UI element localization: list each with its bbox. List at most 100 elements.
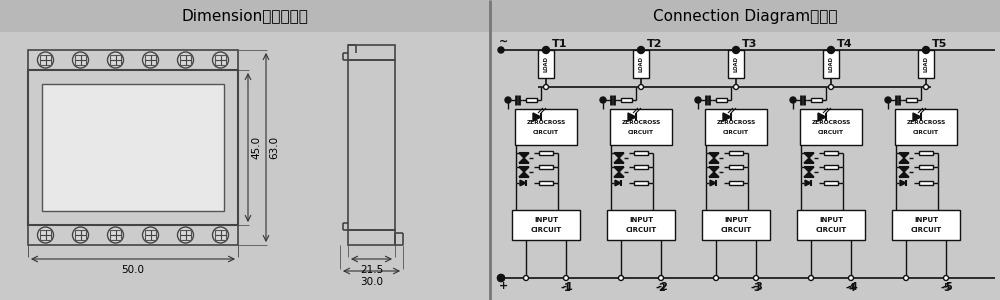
- Polygon shape: [519, 158, 529, 163]
- Text: LOAD: LOAD: [639, 56, 644, 72]
- Bar: [824, 151, 838, 155]
- Bar: [348, 45, 395, 60]
- Text: +: +: [499, 281, 508, 291]
- Text: ZEROCROSS: ZEROCROSS: [526, 120, 566, 125]
- Text: -2: -2: [656, 283, 666, 293]
- Circle shape: [212, 227, 228, 243]
- Bar: [28, 225, 238, 245]
- Bar: [515, 109, 577, 145]
- Polygon shape: [899, 172, 909, 177]
- Text: -5: -5: [941, 283, 951, 293]
- Bar: [28, 50, 238, 70]
- Bar: [823, 50, 839, 78]
- Bar: [824, 181, 838, 185]
- Polygon shape: [614, 158, 624, 163]
- Polygon shape: [519, 172, 529, 177]
- Polygon shape: [519, 153, 529, 158]
- Text: -3: -3: [751, 283, 761, 293]
- Bar: [607, 210, 675, 240]
- Text: -5: -5: [943, 282, 953, 292]
- Circle shape: [38, 52, 54, 68]
- Text: 21.5: 21.5: [360, 265, 383, 275]
- Bar: [729, 165, 743, 169]
- Text: CIRCUIT: CIRCUIT: [723, 130, 749, 135]
- Circle shape: [828, 46, 834, 53]
- Polygon shape: [804, 153, 814, 158]
- Circle shape: [542, 46, 550, 53]
- Bar: [811, 98, 822, 102]
- Text: ZEROCROSS: ZEROCROSS: [621, 120, 661, 125]
- Circle shape: [828, 85, 834, 89]
- Circle shape: [143, 52, 158, 68]
- Circle shape: [638, 46, 644, 53]
- Polygon shape: [804, 172, 814, 177]
- Text: LOAD: LOAD: [734, 56, 738, 72]
- Circle shape: [732, 46, 740, 53]
- Bar: [42, 84, 224, 211]
- Bar: [348, 60, 395, 230]
- Polygon shape: [899, 153, 909, 158]
- Text: INPUT: INPUT: [914, 218, 938, 224]
- Bar: [110, 55, 121, 65]
- Bar: [145, 55, 156, 65]
- Text: T2: T2: [647, 39, 662, 49]
- Bar: [918, 50, 934, 78]
- Text: LOAD: LOAD: [924, 56, 928, 72]
- Bar: [539, 165, 553, 169]
- Bar: [705, 109, 767, 145]
- Circle shape: [178, 227, 194, 243]
- Polygon shape: [709, 153, 719, 158]
- Bar: [40, 230, 51, 240]
- Circle shape: [904, 275, 908, 281]
- Text: CIRCUIT: CIRCUIT: [533, 130, 559, 135]
- Bar: [634, 165, 648, 169]
- Circle shape: [944, 275, 948, 281]
- Circle shape: [885, 97, 891, 103]
- Circle shape: [564, 275, 568, 281]
- Circle shape: [178, 52, 194, 68]
- Polygon shape: [709, 172, 719, 177]
- Polygon shape: [710, 180, 716, 186]
- Text: CIRCUIT: CIRCUIT: [815, 227, 847, 233]
- Text: -1: -1: [561, 283, 571, 293]
- Bar: [215, 55, 226, 65]
- Bar: [919, 181, 933, 185]
- Bar: [215, 230, 226, 240]
- Polygon shape: [533, 113, 541, 121]
- Text: -3: -3: [753, 282, 763, 292]
- Text: CIRCUIT: CIRCUIT: [628, 130, 654, 135]
- Bar: [824, 165, 838, 169]
- Circle shape: [639, 85, 644, 89]
- Bar: [729, 181, 743, 185]
- Bar: [892, 210, 960, 240]
- Bar: [800, 109, 862, 145]
- Bar: [621, 98, 632, 102]
- Polygon shape: [818, 113, 826, 121]
- Text: CIRCUIT: CIRCUIT: [913, 130, 939, 135]
- Polygon shape: [614, 172, 624, 177]
- Polygon shape: [519, 167, 529, 172]
- Circle shape: [524, 275, 528, 281]
- Text: -4: -4: [846, 283, 856, 293]
- Text: INPUT: INPUT: [629, 218, 653, 224]
- Text: Dimension外型尺寸图: Dimension外型尺寸图: [182, 8, 308, 23]
- Text: CIRCUIT: CIRCUIT: [530, 227, 562, 233]
- Circle shape: [600, 97, 606, 103]
- Text: CIRCUIT: CIRCUIT: [720, 227, 752, 233]
- Text: T3: T3: [742, 39, 757, 49]
- Text: -1: -1: [563, 282, 573, 292]
- Polygon shape: [614, 167, 624, 172]
- Text: Connection Diagram接线图: Connection Diagram接线图: [653, 8, 837, 23]
- Polygon shape: [615, 180, 621, 186]
- Circle shape: [754, 275, 759, 281]
- Text: T1: T1: [552, 39, 568, 49]
- Circle shape: [498, 47, 504, 53]
- Circle shape: [734, 85, 738, 89]
- Text: ZEROCROSS: ZEROCROSS: [811, 120, 851, 125]
- Text: LOAD: LOAD: [544, 56, 548, 72]
- Bar: [634, 151, 648, 155]
- Text: CIRCUIT: CIRCUIT: [818, 130, 844, 135]
- Circle shape: [108, 52, 124, 68]
- Text: 50.0: 50.0: [122, 265, 144, 275]
- Text: 63.0: 63.0: [269, 136, 279, 159]
